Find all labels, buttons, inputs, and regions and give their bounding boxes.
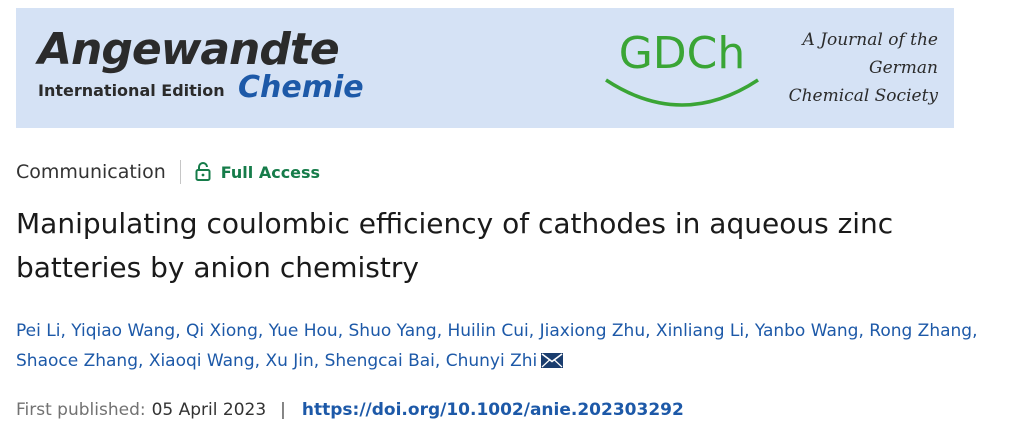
author-link[interactable]: Jiaxiong Zhu	[539, 321, 646, 341]
society-line-1: A Journal of the	[802, 30, 938, 50]
author-link[interactable]: Yiqiao Wang	[71, 321, 176, 341]
journal-title-angewandte: Angewandte	[38, 24, 340, 75]
author-link[interactable]: Huilin Cui	[447, 321, 529, 341]
journal-banner[interactable]: Angewandte International Edition Chemie …	[16, 8, 954, 128]
society-line-2: German	[869, 58, 938, 78]
journal-title-chemie: Chemie	[238, 70, 364, 105]
lock-open-icon	[195, 162, 211, 181]
society-line-3: Chemical Society	[788, 86, 938, 106]
publication-separator: |	[280, 400, 286, 420]
author-link[interactable]: Pei Li	[16, 321, 61, 341]
access-label: Full Access	[220, 162, 321, 182]
envelope-icon[interactable]	[541, 353, 564, 368]
gdch-logo-text: GDCh	[619, 28, 746, 79]
author-link[interactable]: Shaoce Zhang	[16, 351, 138, 371]
author-link[interactable]: Yanbo Wang	[754, 321, 859, 341]
author-link[interactable]: Shengcai Bai	[324, 351, 435, 371]
doi-link[interactable]: https://doi.org/10.1002/anie.202303292	[301, 400, 684, 420]
author-link[interactable]: Xinliang Li	[655, 321, 745, 341]
first-published-label: First published:	[16, 400, 146, 420]
article-title: Manipulating coulombic efficiency of cat…	[16, 207, 894, 284]
author-link[interactable]: Xu Jin	[265, 351, 314, 371]
journal-edition: International Edition	[38, 81, 225, 100]
author-link[interactable]: Shuo Yang	[348, 321, 437, 341]
first-published-date: 05 April 2023	[151, 400, 267, 420]
author-list: Pei Li, Yiqiao Wang, Qi Xiong, Yue Hou, …	[16, 321, 978, 371]
author-link[interactable]: Rong Zhang	[869, 321, 973, 341]
article-type: Communication	[16, 161, 166, 183]
meta-divider	[179, 160, 181, 184]
publication-info: First published: 05 April 2023 | https:/…	[16, 396, 684, 424]
author-link-corresponding[interactable]: Chunyi Zhi	[445, 351, 538, 371]
article-meta: Communication Full Access	[16, 158, 320, 186]
author-link[interactable]: Qi Xiong	[186, 321, 258, 341]
society-tagline: A Journal of the German Chemical Society	[789, 26, 938, 110]
author-link[interactable]: Yue Hou	[268, 321, 338, 341]
gdch-logo: GDCh	[605, 28, 759, 107]
author-link[interactable]: Xiaoqi Wang	[148, 351, 255, 371]
